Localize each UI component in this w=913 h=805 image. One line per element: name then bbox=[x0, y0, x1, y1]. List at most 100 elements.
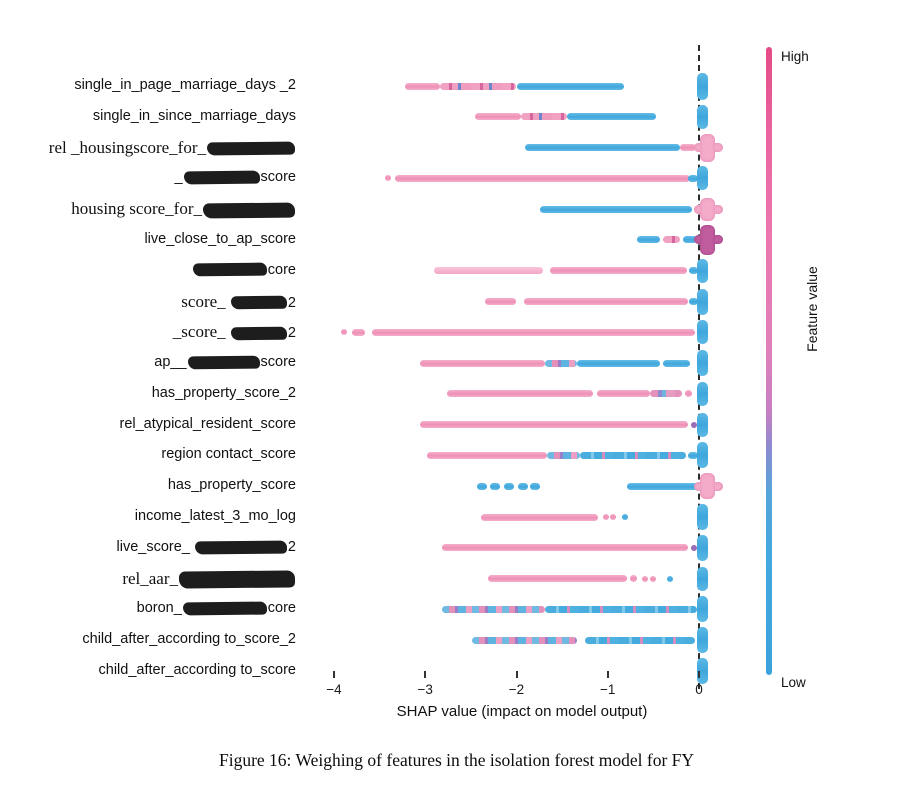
swarm-segment-purplemix bbox=[649, 390, 682, 398]
swarm-segment-pink bbox=[610, 514, 617, 521]
zero-cluster-cross-vertical bbox=[700, 473, 715, 500]
feature-label-text: _ bbox=[174, 169, 183, 186]
feature-label-rel-atypical-resident-score: rel_atypical_resident_score bbox=[0, 414, 296, 435]
swarm-segment-purple bbox=[690, 421, 697, 428]
swarm-segment-pinkmix bbox=[439, 82, 517, 90]
x-axis-tick bbox=[606, 671, 609, 678]
swarm-segment-blue bbox=[688, 174, 699, 182]
redaction-bar bbox=[187, 355, 260, 370]
x-axis-tick bbox=[515, 671, 518, 678]
zero-cluster-cross-vertical bbox=[700, 224, 715, 255]
zero-cluster-bar bbox=[697, 442, 708, 469]
x-axis-tick bbox=[424, 671, 427, 678]
swarm-segment-blue bbox=[688, 298, 699, 306]
swarm-segment-blue bbox=[667, 575, 674, 582]
swarm-segment-pinkmix bbox=[521, 113, 567, 121]
feature-label-text: _score_ bbox=[172, 322, 230, 342]
feature-label-text: live_score_ bbox=[116, 538, 194, 555]
zero-cluster-bar bbox=[697, 104, 708, 129]
swarm-segment-pink bbox=[405, 82, 440, 90]
swarm-segment-pink bbox=[685, 390, 692, 398]
feature-label-boron-redacted-core: boron_ core bbox=[0, 598, 296, 619]
swarm-segment-pink bbox=[385, 175, 392, 182]
zero-cluster-bar bbox=[697, 534, 708, 561]
feature-label-region-contact-score: region contact_score bbox=[0, 444, 296, 465]
feature-label-text: child_after_according to_score bbox=[98, 662, 296, 678]
feature-label-text: child_after_according to_score_2 bbox=[82, 631, 296, 648]
swarm-segment-purple bbox=[690, 544, 697, 551]
feature-label-text: 2 bbox=[287, 294, 296, 311]
feature-label-text: score bbox=[260, 169, 296, 186]
feature-label-text: 2 bbox=[287, 538, 296, 555]
swarm-segment-blue bbox=[516, 82, 625, 90]
feature-label-child-after-according-to-score: child_after_according to_score bbox=[0, 660, 296, 681]
swarm-segment-blue bbox=[682, 236, 698, 244]
x-axis-tick bbox=[333, 671, 335, 678]
redaction-bar bbox=[182, 601, 267, 616]
zero-cluster-bar bbox=[697, 381, 708, 406]
swarm-segment-blue bbox=[688, 451, 699, 459]
x-axis-tick-label: −4 bbox=[326, 682, 342, 697]
feature-label-text: has_property_score bbox=[167, 477, 296, 494]
colorbar-axis-label: Feature value bbox=[804, 266, 820, 352]
colorbar-low-label: Low bbox=[781, 675, 806, 690]
swarm-segment-pink bbox=[441, 544, 689, 552]
swarm-segment-mix bbox=[546, 451, 581, 459]
swarm-segment-pink bbox=[550, 267, 688, 275]
swarm-segment-mix bbox=[441, 605, 545, 613]
zero-cluster-bar bbox=[697, 566, 708, 591]
feature-label-single-in-since-marriage-days: single_in_since_marriage_days bbox=[0, 106, 296, 127]
x-axis-tick-label: 0 bbox=[695, 682, 703, 697]
feature-label-text: region contact_score bbox=[161, 446, 296, 463]
feature-label-text: core bbox=[267, 261, 296, 278]
swarm-segment-pink bbox=[596, 390, 650, 398]
feature-label-text: boron_ bbox=[136, 600, 182, 617]
swarm-segment-pink bbox=[341, 329, 348, 336]
zero-cluster-bar bbox=[697, 596, 708, 623]
feature-label-text: ap__ bbox=[154, 354, 187, 371]
swarm-segment-blue bbox=[626, 482, 699, 490]
colorbar-high-label: High bbox=[781, 49, 809, 64]
swarm-segment-bluespeckle bbox=[580, 451, 687, 459]
swarm-segment-pink bbox=[352, 328, 366, 336]
swarm-segment-blue bbox=[622, 514, 629, 521]
x-axis-tick-label: −2 bbox=[508, 682, 525, 697]
feature-label-has-property-score-2: has_property_score_2 bbox=[0, 383, 296, 404]
redaction-bar bbox=[230, 326, 287, 341]
feature-value-colorbar bbox=[766, 47, 772, 675]
swarm-segment-pink bbox=[629, 575, 637, 583]
swarm-segment-blue bbox=[518, 482, 529, 490]
swarm-segment-pink bbox=[419, 359, 545, 367]
zero-cluster-cross-vertical bbox=[700, 197, 715, 221]
feature-label-housing-score-for-redacted-: housing score_for_ bbox=[0, 198, 296, 221]
zero-cluster-bar bbox=[697, 627, 708, 654]
x-axis-tick bbox=[698, 671, 700, 678]
feature-label-text: income_latest_3_mo_log bbox=[134, 508, 296, 525]
redaction-bar bbox=[230, 295, 287, 310]
zero-cluster-bar bbox=[697, 258, 708, 283]
swarm-segment-pink bbox=[427, 451, 547, 459]
feature-label-text: rel_aar_ bbox=[122, 568, 178, 588]
swarm-segment-pinklight bbox=[434, 267, 543, 275]
swarm-segment-pink bbox=[419, 421, 689, 429]
feature-label-text: single_in_page_marriage_days _2 bbox=[74, 77, 296, 93]
feature-label-rel-aar-redacted-: rel_aar_ bbox=[0, 568, 296, 591]
x-axis-title: SHAP value (impact on model output) bbox=[396, 703, 648, 720]
feature-label-text: score_ bbox=[181, 291, 230, 311]
feature-label-text: rel_atypical_resident_score bbox=[119, 415, 296, 432]
feature-label-live-score-redacted-2: live_score_ 2 bbox=[0, 537, 296, 558]
redaction-bar bbox=[206, 141, 296, 156]
zero-cluster-bar bbox=[697, 504, 708, 531]
swarm-segment-pink bbox=[603, 514, 610, 521]
swarm-segment-pink bbox=[475, 113, 522, 121]
swarm-segment-pink bbox=[488, 575, 627, 583]
feature-label-text: 2 bbox=[287, 325, 296, 342]
redaction-bar bbox=[183, 170, 260, 185]
feature-label-text: rel _housingscore_for_ bbox=[48, 137, 206, 157]
redaction-bar bbox=[194, 540, 287, 554]
zero-cluster-bar bbox=[697, 658, 708, 684]
feature-label-child-after-according-to-score-2: child_after_according to_score_2 bbox=[0, 629, 296, 650]
swarm-segment-pink bbox=[447, 390, 594, 398]
swarm-segment-pinkmix bbox=[663, 236, 680, 244]
